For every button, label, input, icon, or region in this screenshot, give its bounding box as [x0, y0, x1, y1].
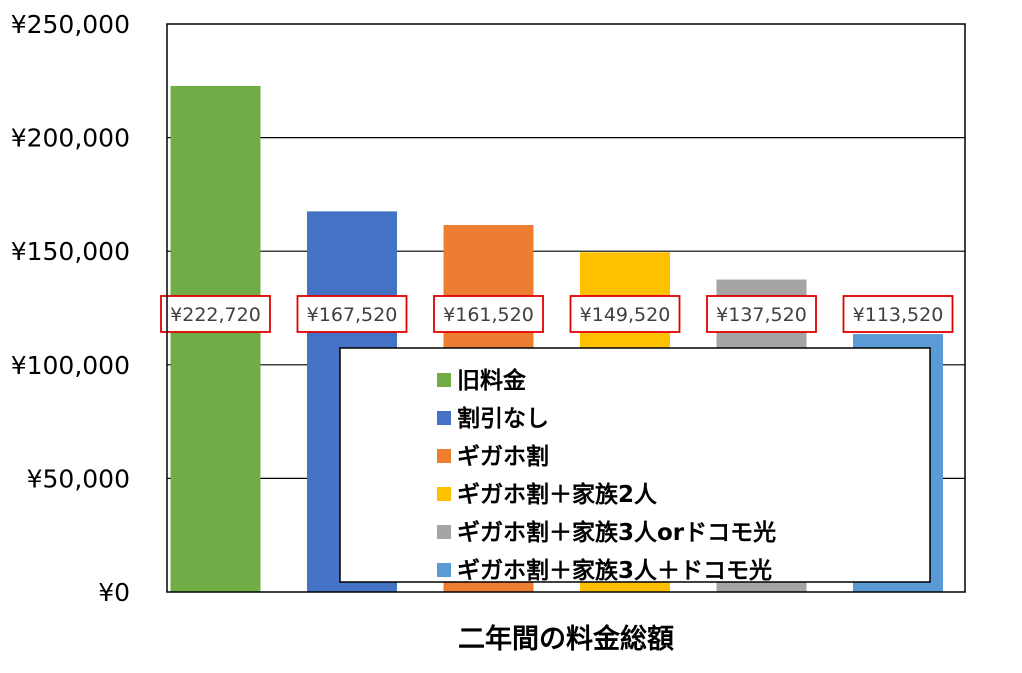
- legend-box: [339, 347, 931, 583]
- data-label: ¥149,520: [580, 304, 671, 326]
- legend: 旧料金割引なしギガホ割ギガホ割＋家族2人ギガホ割＋家族3人orドコモ光ギガホ割＋…: [339, 347, 931, 584]
- bar: [170, 85, 261, 592]
- data-label: ¥113,520: [853, 304, 944, 326]
- y-tick-label: ¥150,000: [11, 237, 130, 266]
- data-labels: ¥222,720 ¥167,520 ¥161,520 ¥149,520 ¥137,520…: [160, 295, 954, 333]
- data-label-box: [706, 295, 817, 333]
- legend-swatch: [437, 411, 451, 425]
- legend-swatch: [437, 487, 451, 501]
- data-label-box: [160, 295, 271, 333]
- legend-label: ギガホ割＋家族2人: [457, 481, 658, 508]
- data-label: ¥222,720: [170, 304, 261, 326]
- y-tick-label: ¥250,000: [11, 10, 130, 39]
- data-label: ¥137,520: [716, 304, 807, 326]
- data-label-box: [842, 295, 954, 333]
- data-label-box: [433, 295, 544, 333]
- legend-label: ギガホ割＋家族3人＋ドコモ光: [457, 557, 772, 584]
- legend-swatch: [437, 449, 451, 463]
- legend-swatch: [437, 373, 451, 387]
- y-tick-label: ¥200,000: [11, 124, 130, 153]
- y-tick-label: ¥0: [98, 578, 130, 607]
- data-label-box: [296, 295, 408, 333]
- legend-label: ギガホ割＋家族3人orドコモ光: [457, 519, 776, 546]
- legend-label: 旧料金: [457, 367, 527, 394]
- legend-swatch: [437, 525, 451, 539]
- data-label: ¥161,520: [443, 304, 534, 326]
- legend-label: 割引なし: [457, 405, 549, 432]
- data-label-box: [569, 295, 681, 333]
- legend-swatch: [437, 563, 451, 577]
- data-label: ¥167,520: [307, 304, 398, 326]
- y-axis-ticks: ¥0 ¥50,000 ¥100,000 ¥150,000 ¥200,000 ¥250,00…: [11, 10, 130, 607]
- x-axis-title: 二年間の料金総額: [458, 623, 674, 655]
- y-tick-label: ¥100,000: [11, 351, 130, 380]
- plot-frame: [166, 23, 966, 593]
- y-tick-label: ¥50,000: [27, 464, 130, 493]
- legend-label: ギガホ割: [457, 443, 549, 470]
